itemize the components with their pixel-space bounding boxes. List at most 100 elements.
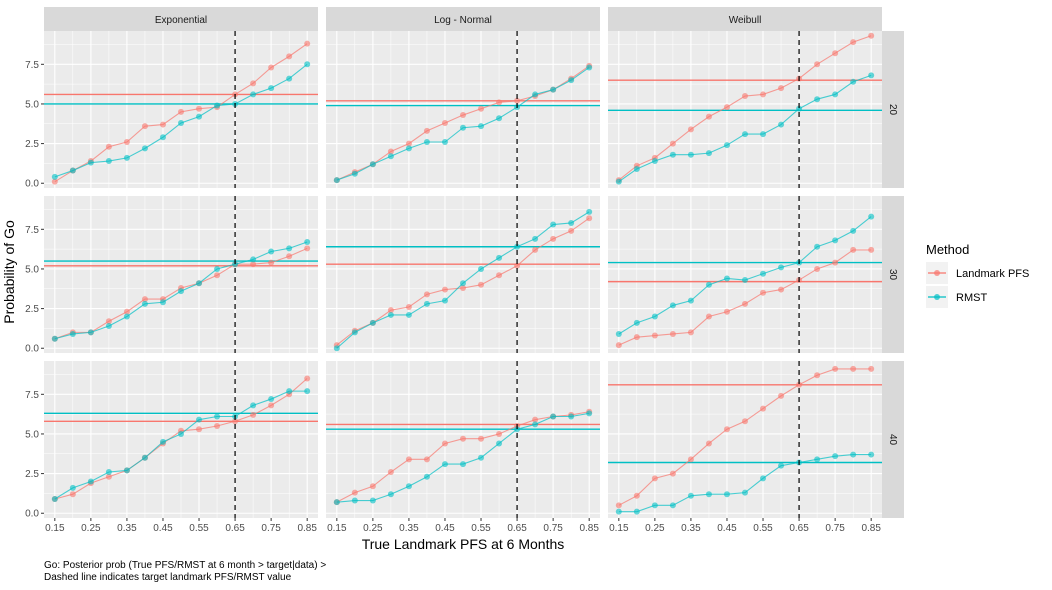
rmst-point (705, 491, 712, 498)
landmark-point (250, 261, 257, 268)
rmst-point (51, 173, 58, 180)
rmst-point (351, 170, 358, 177)
rmst-point (633, 319, 640, 326)
rmst-point (496, 115, 503, 122)
facet-strips: Exponential Log - Normal Weibull 20 30 40 (44, 7, 904, 518)
rmst-point (850, 78, 857, 85)
landmark-point (514, 262, 521, 269)
rmst-point (105, 323, 112, 330)
landmark-point (832, 50, 839, 57)
landmark-point (387, 469, 394, 476)
rmst-point (250, 256, 257, 263)
rmst-point (496, 440, 503, 447)
y-tick-label: 0.0 (25, 344, 39, 355)
rmst-point (250, 402, 257, 409)
landmark-point (778, 392, 785, 399)
rmst-point (669, 502, 676, 509)
landmark-point (868, 32, 875, 39)
facet-strip-label: Weibull (729, 15, 762, 26)
rmst-point (850, 227, 857, 234)
rmst-point (268, 85, 275, 92)
rmst-point (586, 64, 593, 71)
landmark-point (196, 105, 203, 112)
rmst-point (633, 508, 640, 515)
landmark-point (423, 127, 430, 134)
landmark-point (669, 330, 676, 337)
landmark-point (405, 456, 412, 463)
landmark-point (141, 296, 148, 303)
x-tick-label: 0.15 (45, 523, 65, 534)
facet-strip-0 (44, 7, 318, 31)
facet-panel (608, 31, 882, 188)
rmst-point (633, 165, 640, 172)
rmst-point (286, 245, 293, 252)
landmark-point (405, 140, 412, 147)
x-tick-label: 0.15 (609, 523, 629, 534)
landmark-point (742, 418, 748, 425)
rmst-point (178, 430, 184, 437)
rmst-point (832, 453, 839, 460)
rmst-point (742, 131, 748, 138)
landmark-point (615, 342, 622, 349)
landmark-point (51, 178, 58, 185)
x-tick-label: 0.35 (399, 523, 419, 534)
y-tick-label: 7.5 (25, 225, 39, 236)
rmst-point (687, 297, 694, 304)
rmst-point (778, 462, 785, 469)
landmark-point (814, 61, 821, 68)
y-tick-label: 2.5 (25, 469, 39, 480)
landmark-point (723, 104, 730, 111)
rmst-point (69, 330, 76, 337)
landmark-point (268, 64, 275, 71)
rmst-point (214, 413, 221, 420)
rmst-point (123, 154, 130, 161)
landmark-point (760, 289, 767, 296)
landmark-point (250, 411, 257, 418)
landmark-point (832, 259, 839, 266)
rmst-point (369, 161, 376, 168)
rmst-point (214, 265, 221, 272)
rmst-point (304, 238, 311, 245)
rmst-point (51, 495, 58, 502)
landmark-point (760, 91, 767, 98)
landmark-point (387, 148, 394, 155)
landmark-point (286, 253, 293, 260)
landmark-point (705, 313, 712, 320)
landmark-point (286, 53, 293, 60)
landmark-point (832, 365, 839, 372)
x-tick-label: 0.65 (225, 523, 245, 534)
x-tick-label: 0.85 (861, 523, 881, 534)
landmark-point (778, 85, 785, 92)
rmst-point (69, 167, 76, 174)
landmark-point (423, 291, 430, 298)
rmst-point (705, 281, 712, 288)
axes: 0.0 2.5 5.0 7.5 0.0 2.5 5.0 7.5 0.0 2.5 5.0 7.5 0.15… (25, 60, 881, 534)
facet-strip-1 (326, 7, 600, 31)
rmst-point (723, 491, 730, 498)
landmark-point (514, 97, 521, 104)
rmst-point (87, 159, 94, 166)
landmark-point (496, 430, 503, 437)
rmst-point (369, 497, 376, 504)
rmst-point (568, 219, 575, 226)
facet-panels (44, 31, 882, 518)
x-tick-label: 0.45 (153, 523, 173, 534)
rmst-point (705, 150, 712, 157)
landmark-point (159, 121, 166, 128)
x-tick-label: 0.25 (645, 523, 665, 534)
landmark-point (633, 334, 640, 341)
rmst-point (268, 248, 275, 255)
x-tick-label: 0.65 (789, 523, 809, 534)
landmark-point (532, 416, 539, 423)
x-tick-label: 0.85 (579, 523, 599, 534)
rmst-point (760, 475, 767, 482)
landmark-point (742, 93, 748, 100)
rmst-point (669, 151, 676, 158)
landmark-point (268, 402, 275, 409)
landmark-point (651, 332, 658, 339)
landmark-point (105, 318, 112, 325)
rmst-point (105, 158, 112, 165)
caption-line-2: Dashed line indicates target landmark PF… (44, 572, 292, 583)
landmark-point (723, 308, 730, 315)
rmst-point (87, 478, 94, 485)
